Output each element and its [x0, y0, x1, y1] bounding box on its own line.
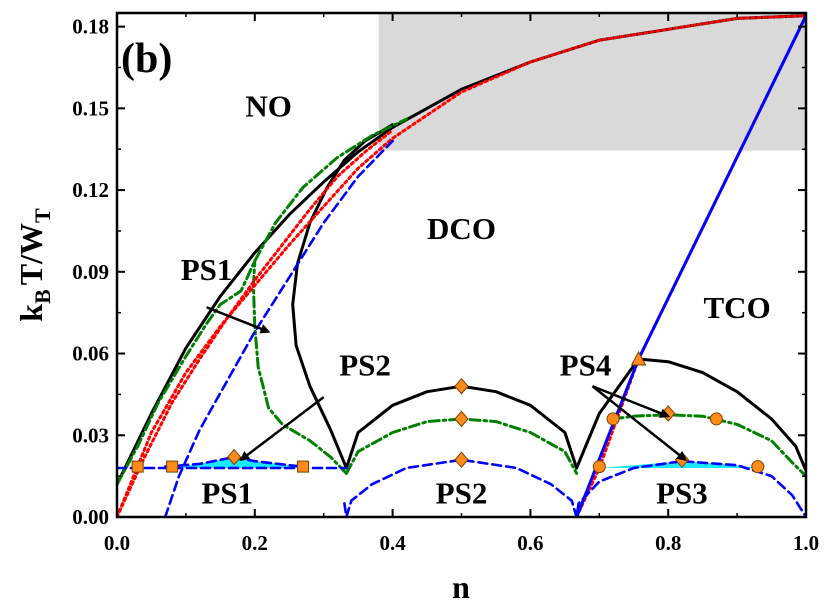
y-axis-title-sub-b: B	[30, 289, 55, 304]
shaded-rect	[378, 13, 806, 151]
series-line-8	[117, 128, 395, 517]
tick-layer: 0.0 0.2 0.4 0.6 0.8 1.0 0.00 0.03 0.06 0.09 0.12 0.…	[72, 13, 819, 555]
region-label-layer: NO DCO TCO PS1 PS2 PS4 PS1 PS2 PS3	[181, 89, 771, 511]
x-axis-title: n	[452, 569, 470, 604]
marker-circle-10	[709, 412, 723, 426]
marker-diamond-5	[454, 410, 469, 428]
arrow-layer	[206, 306, 687, 462]
region-label-ps4-5: PS4	[560, 347, 612, 382]
y-tick-label: 0.03	[72, 423, 109, 447]
y-axis-title-sub-t: T	[30, 208, 55, 223]
y-axis-title: kB T/WT	[13, 208, 55, 322]
marker-diamond-3	[226, 448, 242, 466]
x-tick-label: 1.0	[793, 531, 819, 555]
y-tick-label: 0.18	[72, 15, 109, 39]
marker-layer	[131, 350, 765, 474]
x-tick-label: 0.2	[242, 531, 268, 555]
region-label-ps2-4: PS2	[339, 347, 391, 382]
series-line-5	[251, 259, 348, 475]
y-tick-label: 0.12	[72, 178, 109, 202]
x-tick-label: 0.6	[517, 531, 543, 555]
y-tick-label: 0.09	[72, 260, 109, 284]
region-label-no-0: NO	[245, 89, 292, 124]
series-line-6	[344, 417, 579, 475]
y-axis-title-mid: T/W	[13, 223, 49, 285]
y-axis-title-k: k	[13, 304, 49, 322]
marker-square-2	[297, 460, 310, 473]
y-tick-label: 0.06	[72, 342, 109, 366]
x-tick-label: 0.0	[104, 531, 130, 555]
marker-square-0	[131, 460, 144, 473]
region-label-ps2-7: PS2	[436, 475, 488, 510]
svg-text:kBT/WT: kB T/WT	[13, 208, 55, 322]
region-label-ps1-3: PS1	[181, 252, 233, 287]
annotation-arrow-3	[591, 385, 687, 462]
series-line-4	[117, 117, 408, 486]
panel-label: (b)	[121, 36, 172, 82]
series-line-11	[163, 139, 394, 517]
annotation-arrow-0	[206, 306, 271, 334]
series-line-13	[343, 458, 806, 517]
region-label-ps1-6: PS1	[201, 475, 253, 510]
marker-square-1	[166, 460, 179, 473]
marker-circle-8	[606, 412, 620, 426]
series-line-9	[117, 14, 806, 517]
annotation-arrow-1	[239, 396, 325, 461]
marker-circle-13	[751, 460, 765, 474]
annotation-arrow-2	[591, 385, 671, 418]
y-tick-label: 0.00	[72, 505, 109, 529]
x-tick-label: 0.8	[655, 531, 681, 555]
y-tick-label: 0.15	[72, 96, 109, 120]
shaded-region	[378, 13, 806, 151]
marker-circle-11	[592, 460, 606, 474]
region-label-ps3-8: PS3	[656, 475, 708, 510]
region-label-tco-2: TCO	[704, 290, 771, 325]
marker-diamond-6	[454, 451, 469, 469]
region-label-dco-1: DCO	[427, 211, 496, 246]
x-tick-label: 0.4	[379, 531, 406, 555]
ps3-fill	[599, 461, 758, 468]
marker-diamond-4	[454, 377, 469, 395]
marker-triangle-7	[630, 350, 647, 366]
